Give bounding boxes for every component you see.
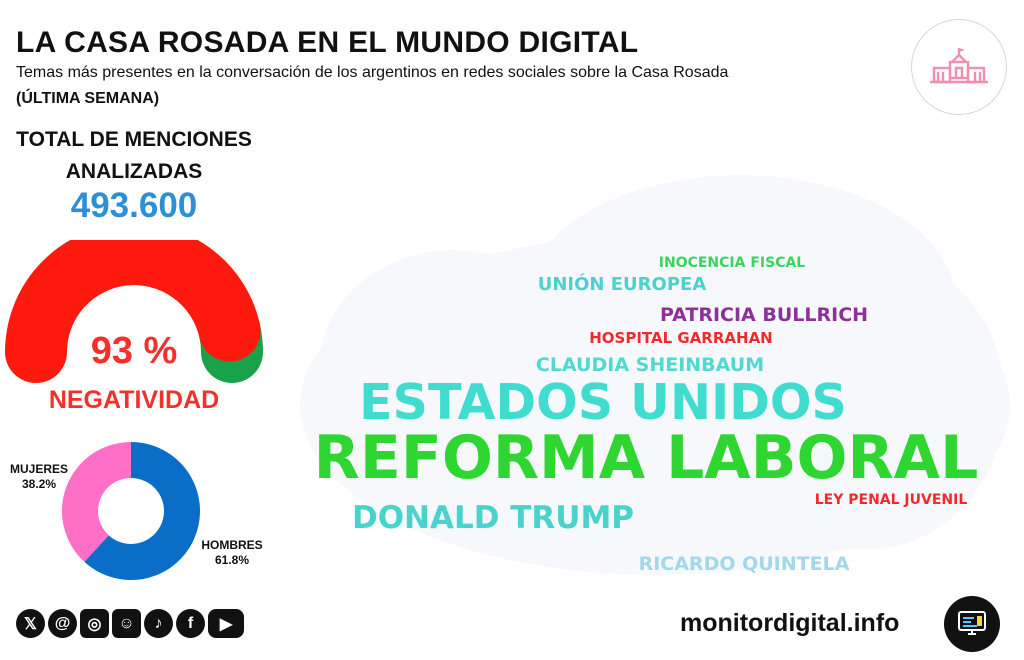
women-percent: 38.2%: [21, 477, 57, 491]
x-icon[interactable]: 𝕏: [16, 609, 45, 638]
monitor-icon: [944, 596, 1000, 652]
men-legend: HOMBRES 61.8%: [192, 538, 272, 568]
site-url[interactable]: monitordigital.info: [680, 609, 900, 637]
men-label: HOMBRES: [201, 538, 263, 552]
youtube-icon[interactable]: ▶: [208, 609, 244, 638]
women-label: MUJERES: [9, 462, 68, 476]
word-ricardo-quintela: RICARDO QUINTELA: [638, 553, 850, 575]
facebook-icon[interactable]: f: [176, 609, 205, 638]
word-ley-penal-juvenil: LEY PENAL JUVENIL: [814, 492, 968, 508]
total-mentions-value: 493.600: [70, 186, 198, 225]
casa-rosada-icon: [930, 48, 988, 84]
negativity-label: NEGATIVIDAD: [48, 386, 220, 414]
casa-rosada-logo: [911, 19, 1007, 115]
word-reforma-laboral: REFORMA LABORAL: [313, 423, 979, 493]
gender-donut-chart: [61, 442, 200, 580]
word-estados-unidos: ESTADOS UNIDOS: [359, 374, 847, 431]
page-title: LA CASA ROSADA EN EL MUNDO DIGITAL: [16, 26, 639, 59]
word-hospital-garrahan: HOSPITAL GARRAHAN: [589, 329, 773, 347]
threads-icon[interactable]: @: [48, 609, 77, 638]
page-subtitle: Temas más presentes en la conversación d…: [16, 64, 729, 81]
word-claudia-sheinbaum: CLAUDIA SHEINBAUM: [535, 354, 765, 376]
word-patricia-bullrich: PATRICIA BULLRICH: [659, 304, 869, 326]
social-icons: 𝕏 @ ◎ ☺ ♪ f ▶: [16, 609, 244, 641]
word-donald-trump: DONALD TRUMP: [351, 500, 635, 536]
negativity-percent: 93 %: [90, 330, 178, 372]
word-union-europea: UNIÓN EUROPEA: [537, 274, 707, 295]
men-percent: 61.8%: [214, 553, 250, 567]
gauge-negative-arc: [5, 240, 261, 383]
donut-slice-mujeres: [61, 442, 131, 562]
negativity-gauge: [5, 240, 263, 383]
instagram-icon[interactable]: ◎: [80, 609, 109, 638]
tiktok-icon[interactable]: ♪: [144, 609, 173, 638]
meme-icon[interactable]: ☺: [112, 609, 141, 638]
word-inocencia-fiscal: INOCENCIA FISCAL: [658, 255, 806, 271]
total-mentions-label: TOTAL DE MENCIONES ANALIZADAS: [16, 128, 252, 183]
women-legend: MUJERES 38.2%: [0, 462, 78, 492]
cloud-shape: [300, 175, 1010, 575]
donut-slice-hombres: [84, 442, 200, 580]
period-label: (ÚLTIMA SEMANA): [16, 90, 160, 107]
